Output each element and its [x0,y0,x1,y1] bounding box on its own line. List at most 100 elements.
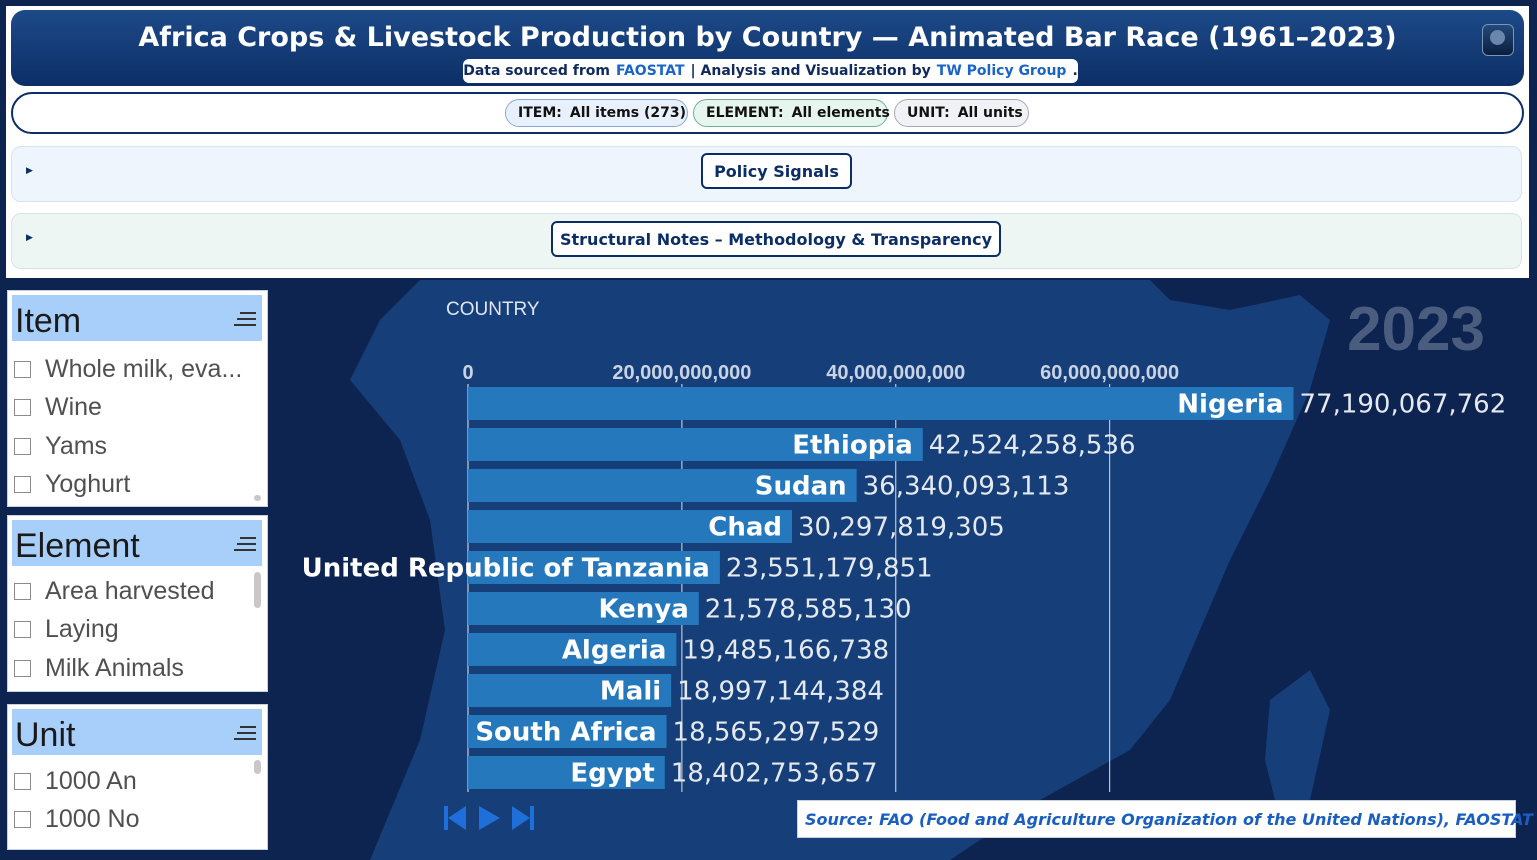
slicer-title: Unit [15,716,76,754]
faostat-link[interactable]: FAOSTAT [616,63,685,79]
slicer-option[interactable]: Area harvested [14,574,215,608]
bar-category-label: Algeria [562,636,667,666]
checkbox-icon[interactable] [14,620,31,638]
slicer-option[interactable]: Wine [14,390,102,424]
item-slicer: Item Whole milk, eva... Wine Yams Yoghur… [7,290,268,507]
structural-notes-button[interactable]: Structural Notes – Methodology & Transpa… [551,221,1001,257]
slicer-option[interactable]: Laying [14,612,119,646]
chip-value: All elements [791,105,890,121]
slicer-title: Element [15,527,140,565]
chip-value: All units [957,105,1023,121]
slicer-option[interactable]: 1000 No [14,802,140,836]
chip-value: All items (273) [569,105,686,121]
checkbox-icon[interactable] [14,810,31,828]
skip-back-icon[interactable] [443,804,467,832]
slicer-option[interactable]: Yoghurt [14,467,130,501]
header-panel: Africa Crops & Livestock Production by C… [6,6,1529,278]
bar[interactable] [468,756,665,789]
bar-value-label: 18,565,297,529 [673,718,880,748]
bar-value-label: 30,297,819,305 [798,513,1005,543]
sort-menu-icon[interactable] [234,537,256,555]
bar[interactable] [468,551,720,584]
unit-slicer: Unit 1000 An 1000 No [7,704,268,850]
sort-menu-icon[interactable] [234,312,256,330]
bar-category-label: Egypt [570,759,654,789]
x-tick-label: 20,000,000,000 [612,362,751,384]
x-tick-label: 40,000,000,000 [826,362,965,384]
bar-category-label: Ethiopia [792,431,913,461]
source-note: Source: FAO (Food and Agriculture Organi… [797,800,1537,838]
scrollbar[interactable] [254,495,261,501]
slicer-option[interactable]: 1000 An [14,764,137,798]
policy-signals-expander[interactable]: ▶ Policy Signals [11,146,1522,202]
bar-value-label: 42,524,258,536 [929,431,1136,461]
checkbox-icon[interactable] [14,398,31,416]
bar-value-label: 77,190,067,762 [1300,390,1507,420]
slicer-option[interactable]: Whole milk, eva... [14,352,242,386]
slicer-header: Unit [12,709,262,755]
x-tick-label: 60,000,000,000 [1040,362,1179,384]
bar[interactable] [468,428,923,461]
scrollbar[interactable] [254,572,261,608]
slicer-option-label: 1000 An [45,766,137,795]
checkbox-icon[interactable] [14,772,31,790]
x-tick-label: 0 [462,362,473,384]
bar-value-label: 23,551,179,851 [726,554,933,584]
checkbox-icon[interactable] [14,437,31,455]
slicer-option[interactable]: Milk Animals [14,651,184,685]
page-title: Africa Crops & Livestock Production by C… [138,22,1397,53]
expand-arrow-icon[interactable]: ▶ [26,233,33,243]
bar[interactable] [468,674,672,707]
checkbox-icon[interactable] [14,360,31,378]
analysis-suffix: . [1072,63,1078,79]
play-icon[interactable] [477,804,501,832]
bar-value-label: 36,340,093,113 [863,472,1070,502]
source-credit: Data sourced from FAOSTAT | Analysis and… [463,59,1078,83]
bar-category-label: Chad [708,513,782,543]
bar-value-label: 18,402,753,657 [671,759,878,789]
policy-signals-button[interactable]: Policy Signals [701,153,852,189]
slicer-option-label: Yoghurt [45,469,131,498]
chip-label: ITEM: [518,105,562,121]
slicer-option-label: Area harvested [45,576,215,605]
bar-category-label: Sudan [755,472,847,502]
axis-title: COUNTRY [446,299,540,320]
checkbox-icon[interactable] [14,659,31,677]
chip-label: UNIT: [907,105,950,121]
logo-icon [1482,24,1514,56]
bar-value-label: 21,578,585,130 [705,595,912,625]
bar-category-label: Mali [600,677,661,707]
structural-notes-expander[interactable]: ▶ Structural Notes – Methodology & Trans… [11,213,1522,269]
sort-menu-icon[interactable] [234,726,256,744]
analysis-prefix: | Analysis and Visualization by [690,63,931,79]
bar-value-label: 18,997,144,384 [677,677,884,707]
bar[interactable] [468,387,1294,420]
checkbox-icon[interactable] [14,475,31,493]
skip-forward-icon[interactable] [511,804,535,832]
bar[interactable] [468,510,793,543]
bar[interactable] [468,592,699,625]
slicer-option-label: Laying [45,614,119,643]
item-filter-chip[interactable]: ITEM: All items (273) [505,99,688,127]
slicer-header: Element [12,520,262,566]
bar[interactable] [468,469,857,502]
unit-filter-chip[interactable]: UNIT: All units [894,99,1029,127]
scrollbar[interactable] [254,760,261,774]
bar[interactable] [468,633,677,666]
slicer-option-label: Yams [45,431,108,460]
slicer-header: Item [12,295,262,341]
checkbox-icon[interactable] [14,582,31,600]
title-bar: Africa Crops & Livestock Production by C… [11,10,1524,86]
bar[interactable] [468,715,667,748]
tw-policy-group-link[interactable]: TW Policy Group [936,63,1067,79]
slicer-option-label: Milk Animals [45,653,184,682]
slicer-option[interactable]: Yams [14,429,107,463]
slicer-option-label: Wine [45,392,102,421]
element-filter-chip[interactable]: ELEMENT: All elements [693,99,890,127]
slicer-option-label: 1000 No [45,804,140,833]
bar-category-label: Nigeria [1177,390,1283,420]
year-label: 2023 [1347,295,1485,364]
slicer-option-label: Whole milk, eva... [45,354,243,383]
expand-arrow-icon[interactable]: ▶ [26,166,33,176]
